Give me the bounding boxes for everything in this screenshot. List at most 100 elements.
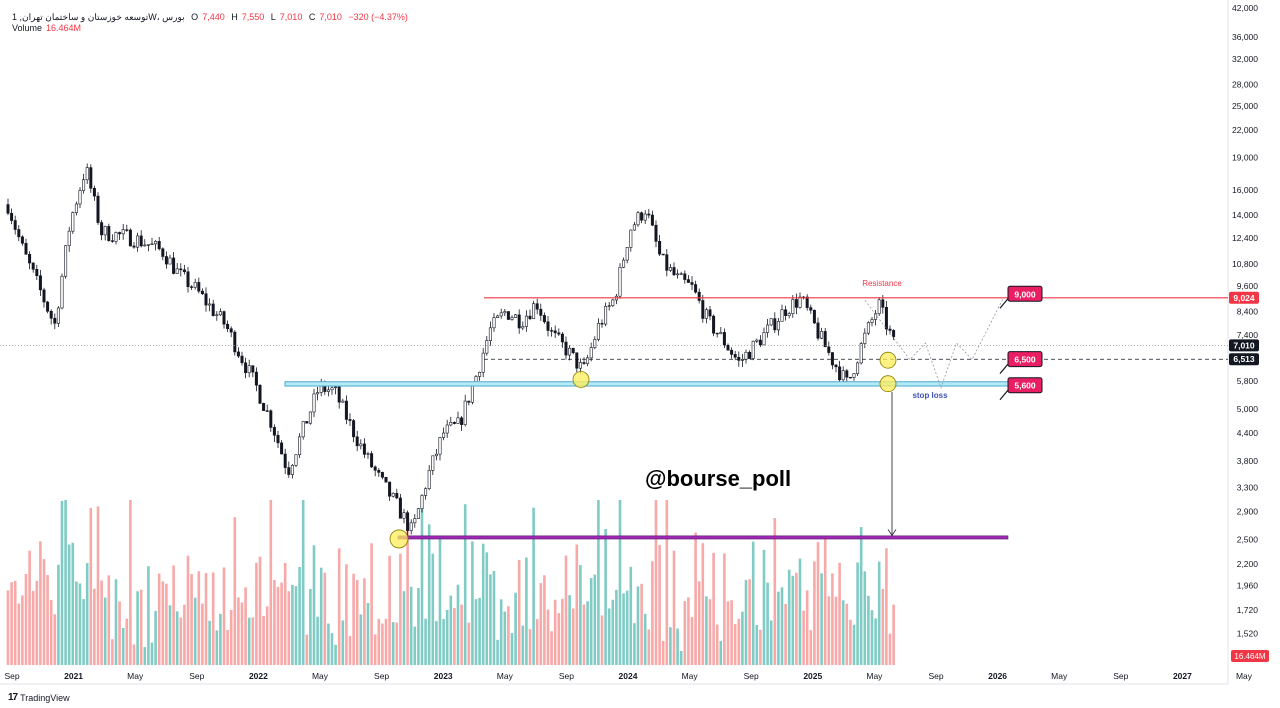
candle-body (863, 332, 867, 344)
y-tick-label: 2,900 (1237, 507, 1259, 517)
volume-bar (373, 634, 377, 665)
x-tick-label: Sep (189, 671, 204, 681)
volume-bar (543, 575, 546, 665)
volume-bar (737, 618, 741, 665)
candle-body (564, 341, 568, 356)
volume-bar (604, 529, 607, 665)
candle-body (240, 355, 244, 364)
x-tick-label: Sep (559, 671, 574, 681)
volume-bar (258, 556, 262, 665)
volume-bar (345, 564, 348, 665)
candle-body (589, 347, 593, 359)
candle-body (625, 247, 629, 261)
volume-bar (93, 588, 96, 665)
volume-bar (564, 555, 568, 665)
candle-body (550, 330, 554, 332)
candle-body (197, 282, 201, 292)
volume-bar (679, 650, 683, 665)
candle-body (856, 362, 860, 374)
volume-bar (463, 504, 467, 665)
x-tick-label: 2021 (64, 671, 83, 681)
candle-body (460, 417, 464, 425)
candle-body (154, 241, 158, 245)
volume-bar (435, 621, 438, 665)
symbol-title[interactable]: 1 ,توسعه‌ خوزستان‌ و ساختمان‌ تهران‌W، ب… (12, 12, 185, 22)
candle-body (701, 300, 705, 319)
volume-bar (424, 618, 427, 665)
volume-bar (633, 623, 636, 665)
candle-body (470, 385, 474, 403)
candle-body (377, 469, 381, 473)
candle-body (92, 187, 96, 197)
candle-body (798, 296, 802, 308)
volume-bar (208, 620, 211, 665)
y-tick-label: 5,000 (1237, 404, 1259, 414)
candle-body (179, 268, 183, 271)
candle-body (193, 282, 197, 288)
volume-bar (787, 569, 791, 665)
candle-body (607, 305, 611, 307)
tradingview-logo[interactable]: 17 TradingView (8, 692, 70, 703)
y-tick-label: 3,800 (1237, 456, 1259, 466)
candle-body (373, 466, 377, 471)
volume-bar (460, 604, 463, 665)
volume-bar (496, 639, 499, 665)
candle-body (362, 443, 366, 455)
volume-bar (161, 581, 165, 665)
candle-body (553, 330, 557, 334)
volume-bar (881, 588, 885, 665)
x-tick-label: May (1051, 671, 1068, 681)
volume-bar (291, 584, 294, 665)
volume-bar (597, 500, 600, 665)
volume-bar (474, 599, 478, 665)
volume-bar (867, 595, 870, 665)
volume-bar (312, 545, 316, 665)
candle-body (715, 332, 719, 335)
y-tick-label: 1,960 (1237, 581, 1259, 591)
volume-bar (499, 599, 503, 665)
volume-bar (669, 627, 672, 665)
volume-bar (262, 616, 265, 665)
volume-bar (229, 610, 233, 665)
y-tick-label: 36,000 (1232, 32, 1258, 42)
candle-body (546, 321, 550, 331)
candle-body (121, 229, 125, 235)
price-badge (1007, 351, 1043, 368)
candle-body (456, 417, 460, 424)
candle-body (330, 387, 334, 391)
candle-body (672, 267, 676, 276)
close-label: C (308, 12, 316, 22)
candle-body (316, 392, 320, 395)
volume-bar (449, 595, 453, 665)
volume-bar (820, 573, 823, 665)
volume-bar (535, 619, 539, 665)
volume-bar (363, 578, 366, 665)
candle-body (737, 356, 741, 361)
volume-bar (755, 625, 759, 665)
highlight-marker (389, 529, 409, 549)
candle-body (276, 434, 280, 444)
candle-body (488, 327, 492, 341)
volume-bar (222, 567, 226, 665)
volume-bar (82, 599, 85, 665)
candle-body (776, 321, 780, 331)
volume-bar (874, 618, 877, 665)
volume-bar (442, 619, 445, 665)
candle-body (262, 403, 266, 411)
candle-body (780, 309, 784, 322)
volume-bar (615, 589, 618, 665)
resistance-label: Resistance (862, 279, 902, 288)
candle-body (730, 349, 734, 355)
candle-body (769, 318, 773, 326)
candle-body (773, 318, 777, 331)
volume-bar (730, 600, 733, 665)
candle-body (406, 512, 410, 531)
volume-legend[interactable]: Volume 16.464M (12, 23, 81, 33)
candle-body (42, 289, 46, 303)
volume-bar (125, 618, 129, 665)
volume-bar (521, 625, 525, 665)
candle-body (676, 273, 680, 276)
volume-bar (305, 634, 309, 665)
candle-body (17, 229, 21, 238)
